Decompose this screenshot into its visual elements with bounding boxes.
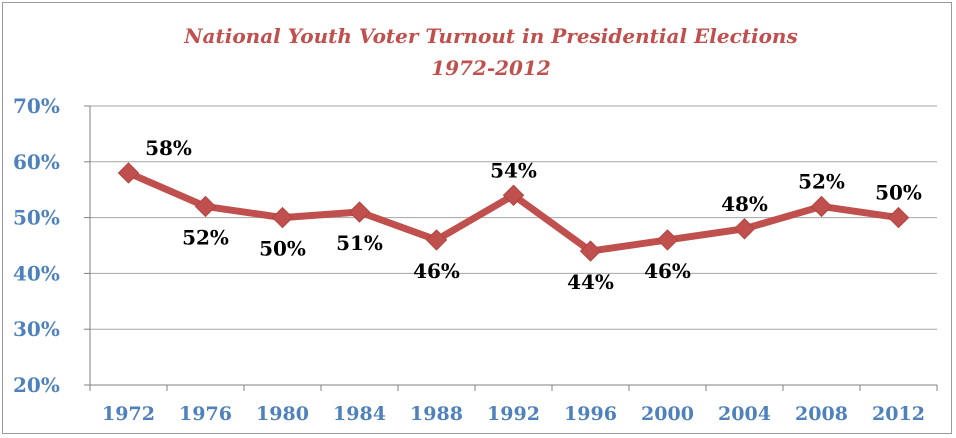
- x-tick-label: 1980: [256, 403, 309, 425]
- data-point-marker: [887, 206, 910, 229]
- x-tick-label: 1992: [487, 403, 540, 425]
- y-tick-label: 20%: [13, 373, 60, 397]
- line-chart: National Youth Voter Turnout in Presiden…: [13, 24, 938, 425]
- data-label: 46%: [413, 259, 460, 283]
- data-label: 52%: [182, 225, 229, 249]
- y-tick-label: 30%: [13, 317, 60, 341]
- data-point-marker: [656, 229, 679, 251]
- gridlines: [90, 105, 937, 330]
- data-point-marker: [194, 195, 217, 218]
- data-label: 50%: [875, 181, 922, 205]
- data-label: 46%: [644, 259, 691, 283]
- chart-subtitle: 1972-2012: [431, 56, 551, 80]
- y-tick-label: 50%: [13, 206, 60, 230]
- data-point-marker: [502, 184, 525, 206]
- x-tick-label: 2008: [795, 403, 848, 425]
- data-point-marker: [579, 240, 602, 262]
- data-labels: 58% 52% 50% 51% 46% 54% 44% 46% 48% 52% 50%: [145, 136, 922, 294]
- x-tick-label: 1996: [564, 403, 617, 425]
- x-axis-ticks: 1972 1976 1980 1984 1988 1992 1996 2000 2004 2008…: [102, 403, 925, 425]
- x-tick-label: 2000: [641, 403, 694, 425]
- x-tick-label: 1984: [333, 403, 386, 425]
- x-tick-label: 1976: [179, 403, 232, 425]
- data-point-marker: [733, 218, 756, 240]
- data-label: 52%: [798, 169, 845, 193]
- y-tick-label: 40%: [13, 261, 60, 285]
- data-point-marker: [810, 195, 833, 218]
- data-point-marker: [425, 229, 448, 251]
- y-tick-label: 60%: [13, 150, 60, 174]
- data-series: [117, 162, 910, 262]
- x-tick-label: 2012: [872, 403, 925, 425]
- chart-title: National Youth Voter Turnout in Presiden…: [183, 24, 797, 48]
- data-label: 50%: [259, 237, 306, 261]
- data-point-marker: [271, 206, 294, 229]
- x-tick-label: 2004: [718, 403, 771, 425]
- x-tick-label: 1988: [410, 403, 463, 425]
- y-axis-ticks: 20% 30% 40% 50% 60% 70%: [13, 94, 60, 397]
- data-label: 44%: [567, 270, 614, 294]
- x-tick-label: 1972: [102, 403, 155, 425]
- data-point-marker: [348, 201, 371, 223]
- axes: [84, 105, 938, 391]
- data-label: 51%: [336, 231, 383, 255]
- data-label: 48%: [721, 192, 768, 216]
- data-point-marker: [117, 162, 140, 184]
- data-label: 54%: [490, 158, 537, 182]
- y-tick-label: 70%: [13, 94, 60, 118]
- data-label: 58%: [145, 136, 192, 160]
